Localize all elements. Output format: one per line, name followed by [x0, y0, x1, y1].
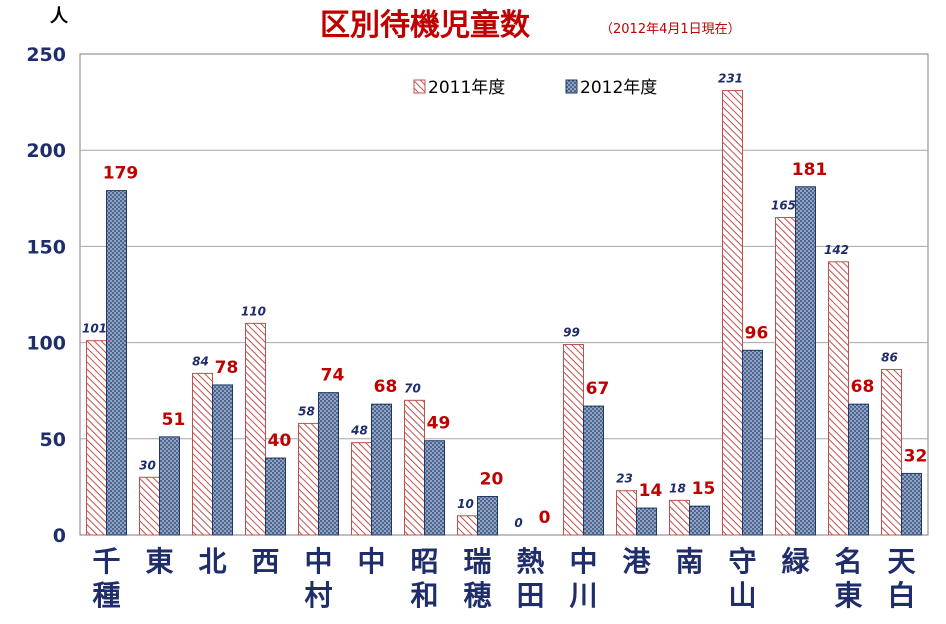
value-label-2012: 32	[904, 446, 928, 466]
value-label-2011: 48	[350, 424, 368, 438]
bar-2011	[881, 369, 902, 536]
value-label-2012: 68	[374, 377, 398, 397]
legend-swatch-2011	[413, 79, 426, 94]
value-label-2011: 30	[139, 458, 156, 472]
bar-2011	[404, 399, 425, 536]
chart-title: 区別待機児童数	[320, 8, 531, 43]
bar-2012	[371, 403, 392, 536]
bar-2012	[318, 392, 339, 536]
y-tick-label: 0	[53, 525, 66, 547]
value-label-2011: 142	[824, 243, 849, 257]
chart-subtitle: （2012年4月1日現在）	[600, 22, 741, 37]
bar-2012	[159, 436, 180, 536]
legend-label-2011: 2011年度	[428, 78, 505, 98]
value-label-2011: 0	[514, 516, 522, 530]
value-labels: 101 179 30 51 84 78 110 40 58 74 48 68 70 49 10 20 0 0 99 6…	[82, 72, 927, 530]
value-label-2011: 23	[616, 472, 633, 486]
legend: 2011年度 2012年度	[413, 78, 657, 98]
x-category-label: 天白	[887, 545, 915, 612]
value-label-2012: 67	[586, 379, 610, 399]
x-category-label: 中村	[304, 545, 332, 612]
y-tick-label: 200	[26, 140, 66, 162]
value-label-2012: 49	[427, 414, 451, 434]
bar-2011	[245, 322, 266, 536]
y-tick-label: 100	[26, 333, 66, 355]
bar-2012	[265, 457, 286, 536]
value-label-2012: 20	[480, 470, 504, 490]
bar-2012	[689, 505, 710, 536]
bar-2012	[795, 186, 816, 536]
bar-2011	[616, 490, 637, 536]
x-category-label: 昭和	[410, 545, 438, 612]
value-label-2011: 86	[881, 351, 898, 365]
y-axis-unit: 人	[50, 6, 69, 27]
bar-2012	[901, 472, 922, 536]
bar-2011	[192, 372, 213, 536]
bar-2011	[298, 422, 319, 536]
value-label-2012: 0	[539, 508, 551, 528]
value-label-2011: 101	[82, 322, 107, 336]
value-label-2011: 10	[457, 497, 474, 511]
x-category-label: 東	[145, 545, 173, 578]
value-label-2012: 179	[103, 164, 139, 184]
bar-2011	[669, 499, 690, 536]
value-label-2012: 96	[745, 323, 769, 343]
value-label-2012: 14	[639, 481, 663, 501]
value-label-2011: 165	[771, 199, 796, 213]
y-tick-label: 150	[26, 236, 66, 258]
value-label-2011: 58	[298, 404, 315, 418]
legend-swatch-2012	[565, 79, 578, 94]
value-label-2011: 70	[404, 381, 421, 395]
x-category-label: 名東	[834, 545, 862, 612]
bars	[86, 90, 922, 536]
legend-label-2012: 2012年度	[580, 78, 657, 98]
x-category-label: 北	[198, 545, 226, 578]
x-category-label: 中川	[569, 545, 597, 612]
bar-2012	[848, 403, 869, 536]
value-label-2012: 68	[851, 377, 875, 397]
y-tick-label: 50	[40, 429, 66, 451]
x-category-label: 中	[357, 545, 385, 578]
value-label-2011: 99	[563, 326, 580, 340]
y-tick-label: 250	[26, 44, 66, 66]
bar-2011	[86, 340, 107, 536]
x-category-label: 西	[251, 545, 279, 578]
x-category-label: 瑞穂	[463, 545, 491, 612]
bar-2011	[457, 515, 478, 536]
bar-2012	[477, 496, 498, 536]
x-category-label: 守山	[728, 545, 756, 612]
bar-2012	[583, 405, 604, 536]
value-label-2011: 110	[241, 304, 266, 318]
bar-2011	[563, 344, 584, 536]
bar-2011	[775, 217, 796, 536]
value-label-2012: 15	[692, 479, 716, 499]
x-category-label: 熱田	[516, 545, 544, 612]
bar-2011	[351, 442, 372, 536]
x-category-label: 港	[622, 545, 651, 578]
bar-2012	[212, 384, 233, 536]
bar-2011	[139, 476, 160, 536]
value-label-2012: 74	[321, 366, 345, 386]
value-label-2012: 78	[215, 358, 239, 378]
value-label-2011: 84	[192, 354, 209, 368]
value-label-2012: 51	[162, 410, 186, 430]
bar-2011	[828, 261, 849, 536]
value-label-2011: 18	[669, 481, 686, 495]
bar-2012	[424, 440, 445, 536]
bar-2012	[636, 507, 657, 536]
value-label-2011: 231	[718, 72, 743, 86]
bar-2012	[106, 190, 127, 536]
y-axis-ticks: 0 50 100 150 200 250	[26, 44, 66, 547]
x-category-label: 緑	[781, 545, 810, 578]
x-category-label: 南	[675, 545, 703, 578]
bar-2011	[722, 90, 743, 536]
x-axis-labels: 千種東北西中村中 昭和瑞穂熱田中川港南守山緑 名東天白	[92, 545, 915, 612]
value-label-2012: 40	[268, 431, 292, 451]
value-label-2012: 181	[792, 160, 828, 180]
bar-2012	[742, 349, 763, 536]
x-category-label: 千種	[92, 545, 120, 612]
